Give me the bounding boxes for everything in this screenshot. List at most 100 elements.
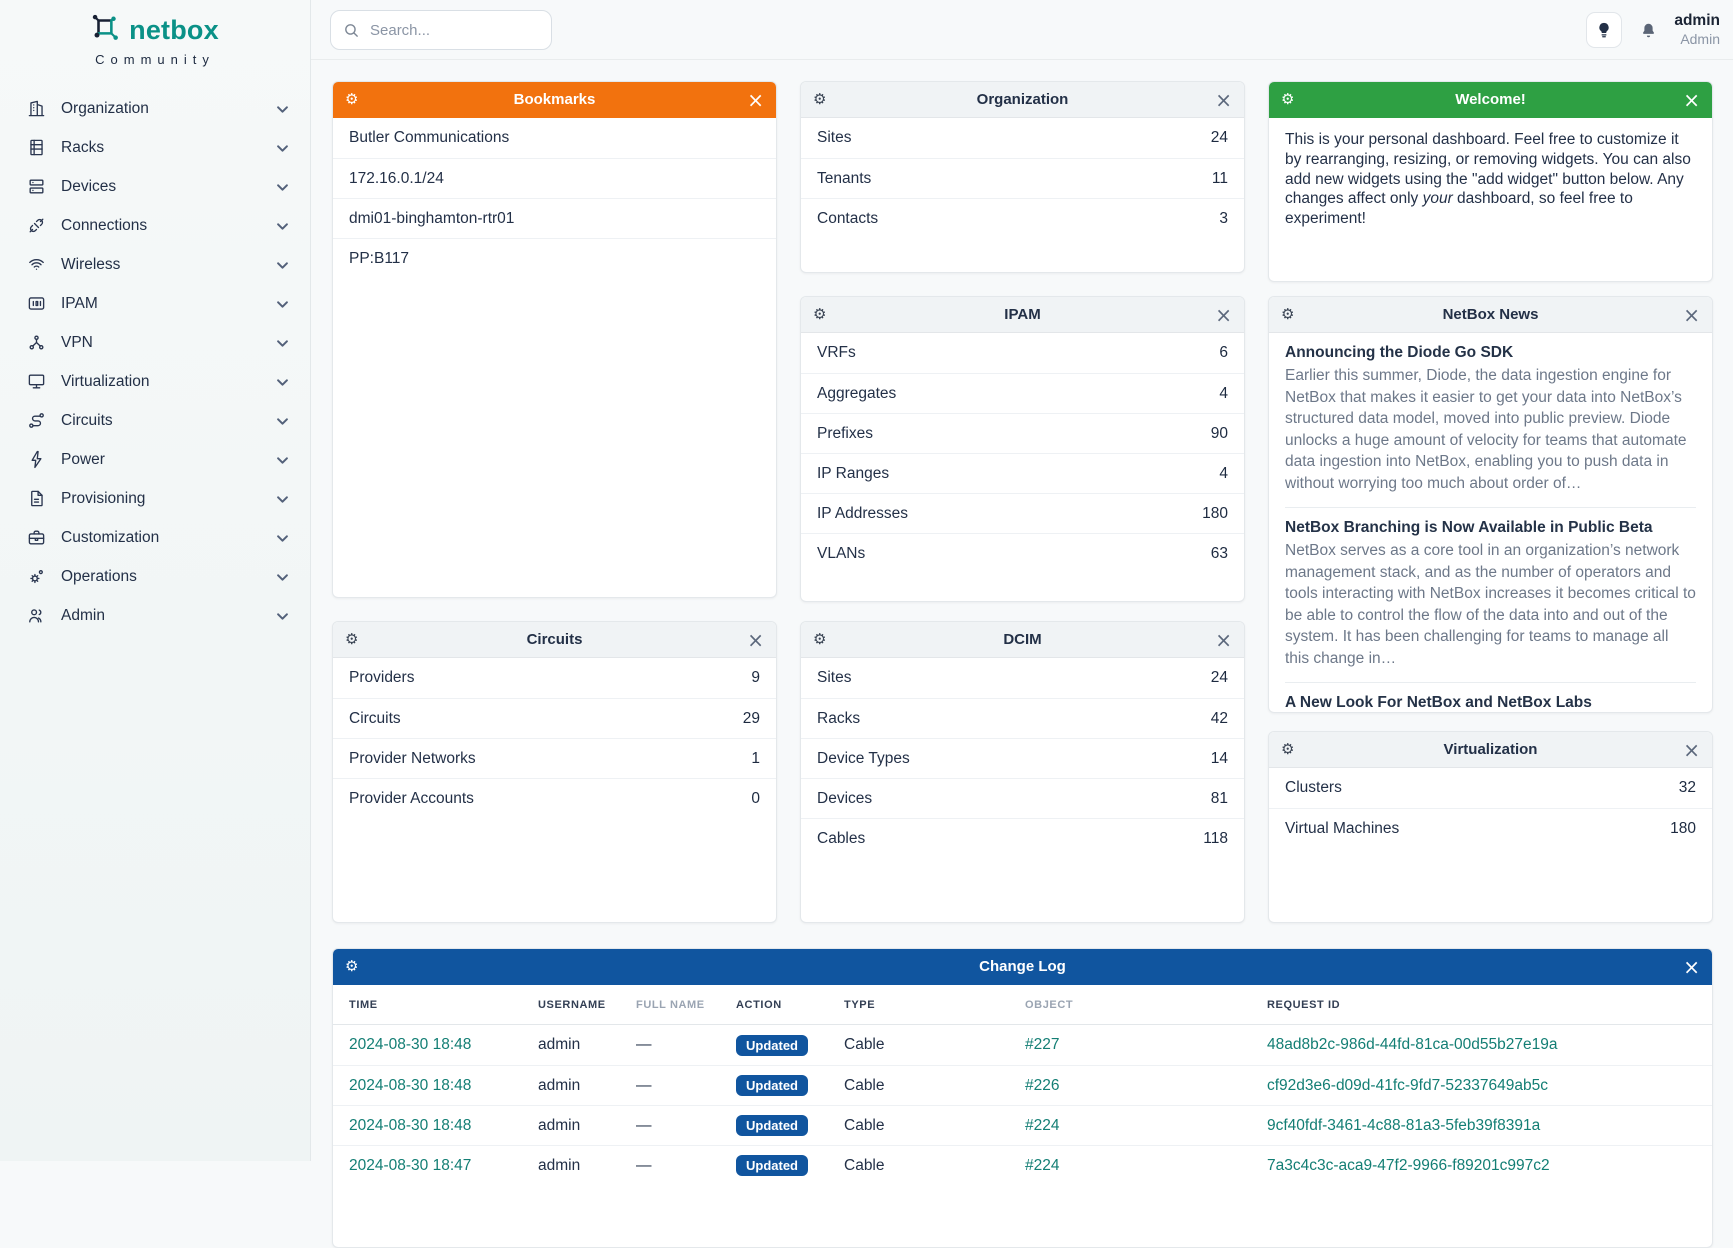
- stat-row: VRFs 6: [817, 344, 1228, 361]
- stat-row: VLANs 63: [801, 533, 1244, 573]
- changelog-time-link[interactable]: 2024-08-30 18:48: [349, 1036, 472, 1053]
- widget-close-icon[interactable]: ×: [1683, 737, 1700, 762]
- action-badge: Updated: [736, 1034, 808, 1056]
- widget-config-gear-icon[interactable]: ⚙: [813, 305, 827, 323]
- sidebar-item-devices[interactable]: Devices: [0, 167, 310, 206]
- sidebar-item-wireless[interactable]: Wireless: [0, 245, 310, 284]
- stat-row: Clusters 32: [1285, 779, 1696, 796]
- sidebar-item-connections[interactable]: Connections: [0, 206, 310, 245]
- sidebar-item-vpn[interactable]: VPN: [0, 323, 310, 362]
- widget-close-icon[interactable]: ×: [1215, 302, 1232, 327]
- changelog-request-id-link[interactable]: 48ad8b2c-986d-44fd-81ca-00d55b27e19a: [1267, 1036, 1558, 1053]
- sidebar-nav: Organization Racks Devices Connections W…: [0, 89, 310, 635]
- widget-close-icon[interactable]: ×: [1215, 627, 1232, 652]
- notifications-button[interactable]: [1636, 18, 1660, 42]
- username: admin: [1674, 12, 1720, 30]
- bookmarks-widget: ⚙ Bookmarks × Butler Communications 172.…: [332, 81, 777, 598]
- widget-config-gear-icon[interactable]: ⚙: [345, 90, 359, 108]
- changelog-time-link[interactable]: 2024-08-30 18:47: [349, 1156, 472, 1174]
- changelog-request-id-link[interactable]: 9cf40fdf-3461-4c88-81a3-5feb39f8391a: [1267, 1116, 1541, 1134]
- news-item: Announcing the Diode Go SDK Earlier this…: [1285, 344, 1687, 492]
- widget-config-gear-icon[interactable]: ⚙: [813, 630, 827, 648]
- brand-name: netbox: [129, 15, 219, 45]
- search-box[interactable]: [330, 10, 552, 50]
- changelog-fullname: —: [636, 1116, 652, 1134]
- widget-close-icon[interactable]: ×: [1683, 302, 1700, 327]
- widget-config-gear-icon[interactable]: ⚙: [1281, 305, 1295, 323]
- widget-config-gear-icon[interactable]: ⚙: [345, 957, 359, 975]
- changelog-object-link[interactable]: #224: [1025, 1116, 1060, 1134]
- sidebar-item-circuits[interactable]: Circuits: [0, 401, 310, 440]
- changelog-widget: ⚙ Change Log × TIME USERNAME FULL NAME A…: [332, 948, 1713, 1248]
- widget-config-gear-icon[interactable]: ⚙: [345, 630, 359, 648]
- widget-close-icon[interactable]: ×: [747, 87, 764, 112]
- sidebar-item-operations[interactable]: Operations: [0, 557, 310, 596]
- stat-row: Providers 9: [349, 669, 760, 686]
- sidebar-item-customization[interactable]: Customization: [0, 518, 310, 557]
- dcim-widget: ⚙ DCIM × Sites 24 Racks 42 Device Types 14 …: [800, 621, 1245, 923]
- chevron-down-icon: [277, 451, 288, 469]
- changelog-header-row: TIME USERNAME FULL NAME ACTION TYPE OBJE…: [333, 985, 1712, 1025]
- theme-toggle-button[interactable]: [1586, 12, 1623, 48]
- changelog-request-id-link[interactable]: cf92d3e6-d09d-41fc-9fd7-52337649ab5c: [1267, 1076, 1548, 1094]
- bookmark-item[interactable]: dmi01-binghamton-rtr01: [333, 198, 776, 238]
- changelog-username: admin: [538, 1076, 581, 1094]
- sidebar-item-admin[interactable]: Admin: [0, 596, 310, 635]
- widget-config-gear-icon[interactable]: ⚙: [813, 90, 827, 108]
- sidebar-item-virtualization[interactable]: Virtualization: [0, 362, 310, 401]
- changelog-type: Cable: [844, 1036, 885, 1053]
- changelog-object-link[interactable]: #224: [1025, 1156, 1060, 1174]
- sidebar-item-provisioning[interactable]: Provisioning: [0, 479, 310, 518]
- column-header: TIME: [349, 998, 378, 1011]
- lightbulb-icon: [1599, 22, 1609, 38]
- user-menu[interactable]: admin Admin: [1674, 12, 1720, 47]
- topbar: admin Admin: [311, 0, 1733, 60]
- changelog-row: 2024-08-30 18:48 admin — Updated Cable #…: [333, 1065, 1712, 1105]
- stat-row: Cables 118: [801, 818, 1244, 858]
- changelog-request-id-link[interactable]: 7a3c4c3c-aca9-47f2-9966-f89201c997c2: [1267, 1156, 1550, 1174]
- widget-close-icon[interactable]: ×: [1215, 87, 1232, 112]
- widget-close-icon[interactable]: ×: [747, 627, 764, 652]
- widget-title: Circuits: [526, 631, 583, 648]
- bookmark-item[interactable]: PP:B117: [333, 238, 776, 278]
- bookmark-item[interactable]: 172.16.0.1/24: [333, 158, 776, 198]
- brand[interactable]: netbox Community: [0, 0, 310, 67]
- stat-row: Prefixes 90: [801, 413, 1244, 453]
- rack-icon: [26, 138, 46, 158]
- widget-title: Change Log: [979, 958, 1066, 975]
- sidebar-item-power[interactable]: Power: [0, 440, 310, 479]
- chevron-down-icon: [277, 607, 288, 625]
- action-badge: Updated: [736, 1155, 808, 1176]
- stat-row: IP Ranges 4: [801, 453, 1244, 493]
- sidebar-item-racks[interactable]: Racks: [0, 128, 310, 167]
- stat-row: Devices 81: [801, 778, 1244, 818]
- bookmark-item[interactable]: Butler Communications: [349, 129, 510, 146]
- toolbox-icon: [26, 528, 46, 548]
- sidebar-item-ipam[interactable]: IPAM: [0, 284, 310, 323]
- news-item: NetBox Branching is Now Available in Pub…: [1285, 507, 1696, 682]
- bolt-icon: [26, 450, 46, 470]
- widget-close-icon[interactable]: ×: [1683, 954, 1700, 979]
- changelog-username: admin: [538, 1116, 581, 1134]
- gears-icon: [26, 567, 46, 587]
- changelog-object-link[interactable]: #226: [1025, 1076, 1060, 1094]
- widget-title: IPAM: [1004, 306, 1041, 323]
- changelog-object-link[interactable]: #227: [1025, 1036, 1060, 1053]
- widget-title: Virtualization: [1443, 741, 1538, 758]
- organization-widget: ⚙ Organization × Sites 24 Tenants 11 Conta…: [800, 81, 1245, 273]
- changelog-username: admin: [538, 1036, 581, 1053]
- chevron-down-icon: [277, 100, 288, 118]
- widget-config-gear-icon[interactable]: ⚙: [1281, 740, 1295, 758]
- changelog-fullname: —: [636, 1156, 652, 1174]
- changelog-time-link[interactable]: 2024-08-30 18:48: [349, 1116, 472, 1134]
- widget-close-icon[interactable]: ×: [1683, 87, 1700, 112]
- sidebar-item-organization[interactable]: Organization: [0, 89, 310, 128]
- document-icon: [26, 489, 46, 509]
- changelog-type: Cable: [844, 1156, 885, 1174]
- changelog-time-link[interactable]: 2024-08-30 18:48: [349, 1076, 472, 1094]
- stat-row: Sites 24: [817, 669, 1228, 686]
- widget-config-gear-icon[interactable]: ⚙: [1281, 90, 1295, 108]
- chevron-down-icon: [277, 412, 288, 430]
- changelog-username: admin: [538, 1156, 581, 1174]
- search-input[interactable]: [370, 21, 530, 39]
